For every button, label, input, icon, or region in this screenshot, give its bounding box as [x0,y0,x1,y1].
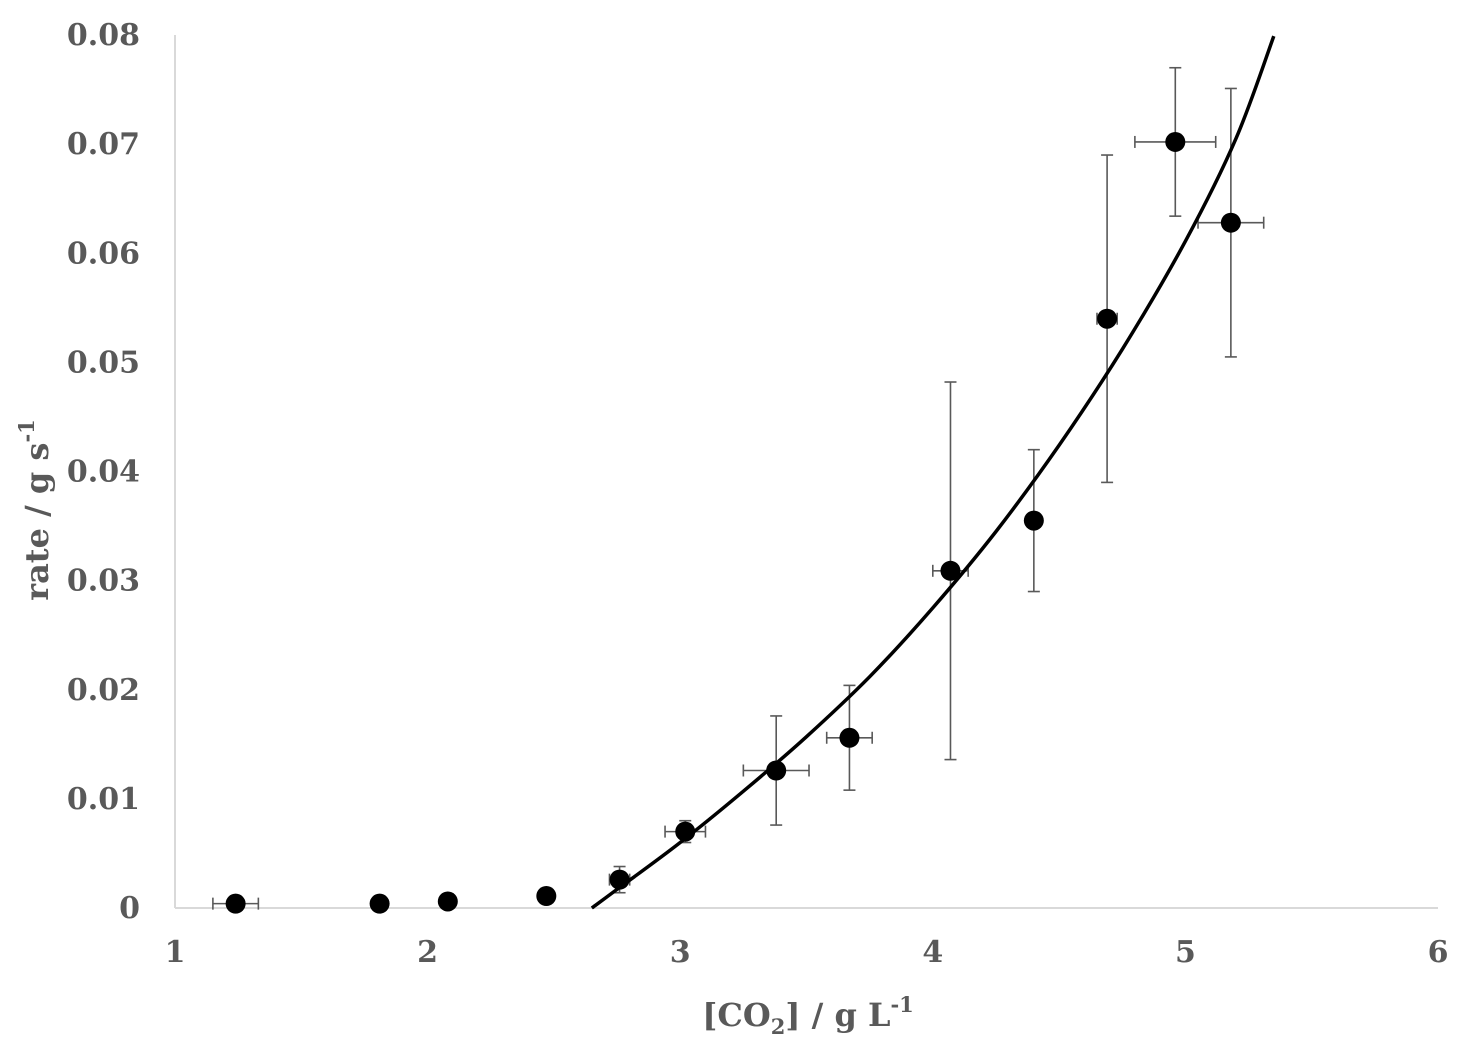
x-tick-label: 1 [165,935,186,970]
data-point [609,869,630,890]
y-tick-label: 0.08 [67,18,140,53]
y-tick-label: 0.02 [67,673,140,708]
fit-curve [590,35,1276,910]
data-point [437,891,458,912]
data-point [1023,510,1044,531]
x-tick-label: 5 [1175,935,1196,970]
data-point [839,727,860,748]
data-point [1097,308,1118,329]
x-tick-label: 4 [922,935,943,970]
data-point [675,821,696,842]
data-point [1165,131,1186,152]
data-point [766,760,787,781]
data-point [940,560,961,581]
y-tick-label: 0.04 [67,455,140,490]
x-tick-label: 6 [1428,935,1449,970]
y-tick-labels: 0 0.01 0.02 0.03 0.04 0.05 0.06 0.07 0.08 [67,18,140,926]
data-point [225,893,246,914]
y-tick-label: 0.06 [67,236,140,271]
x-tick-label: 3 [670,935,691,970]
y-tick-label: 0.07 [67,127,140,162]
y-tick-label: 0.05 [67,345,140,380]
x-axis-title: [CO2] / g L-1 [702,992,914,1039]
y-tick-label: 0.01 [67,782,140,817]
x-tick-label: 2 [417,935,438,970]
y-tick-label: 0 [119,891,140,926]
data-points [225,131,1241,914]
data-point [536,885,557,906]
data-point [1220,212,1241,233]
x-tick-labels: 1 2 3 4 5 6 [165,935,1449,970]
y-axis-title: rate / g s-1 [14,419,56,601]
error-bars [212,66,1265,910]
data-point [369,893,390,914]
y-tick-label: 0.03 [67,564,140,599]
